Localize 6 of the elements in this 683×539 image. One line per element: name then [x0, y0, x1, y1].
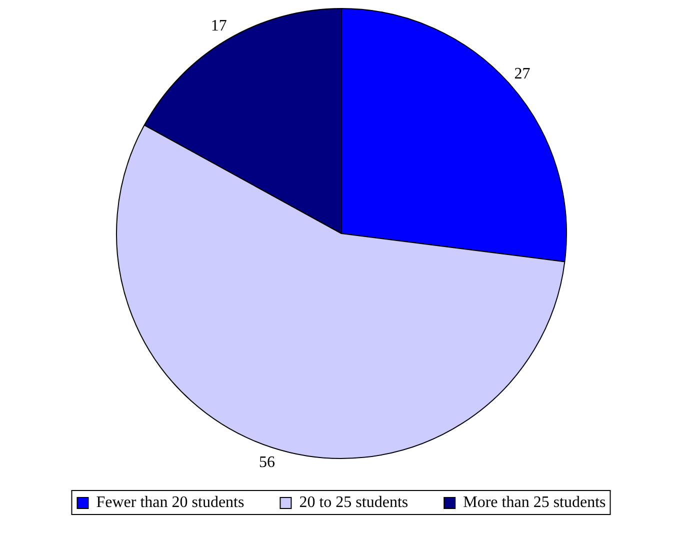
data-label: 27 — [514, 65, 530, 82]
legend-label: More than 25 students — [463, 494, 606, 512]
data-label: 56 — [259, 454, 276, 471]
data-label: 17 — [210, 17, 227, 34]
legend-label: Fewer than 20 students — [96, 494, 244, 512]
legend-label: 20 to 25 students — [299, 494, 408, 512]
